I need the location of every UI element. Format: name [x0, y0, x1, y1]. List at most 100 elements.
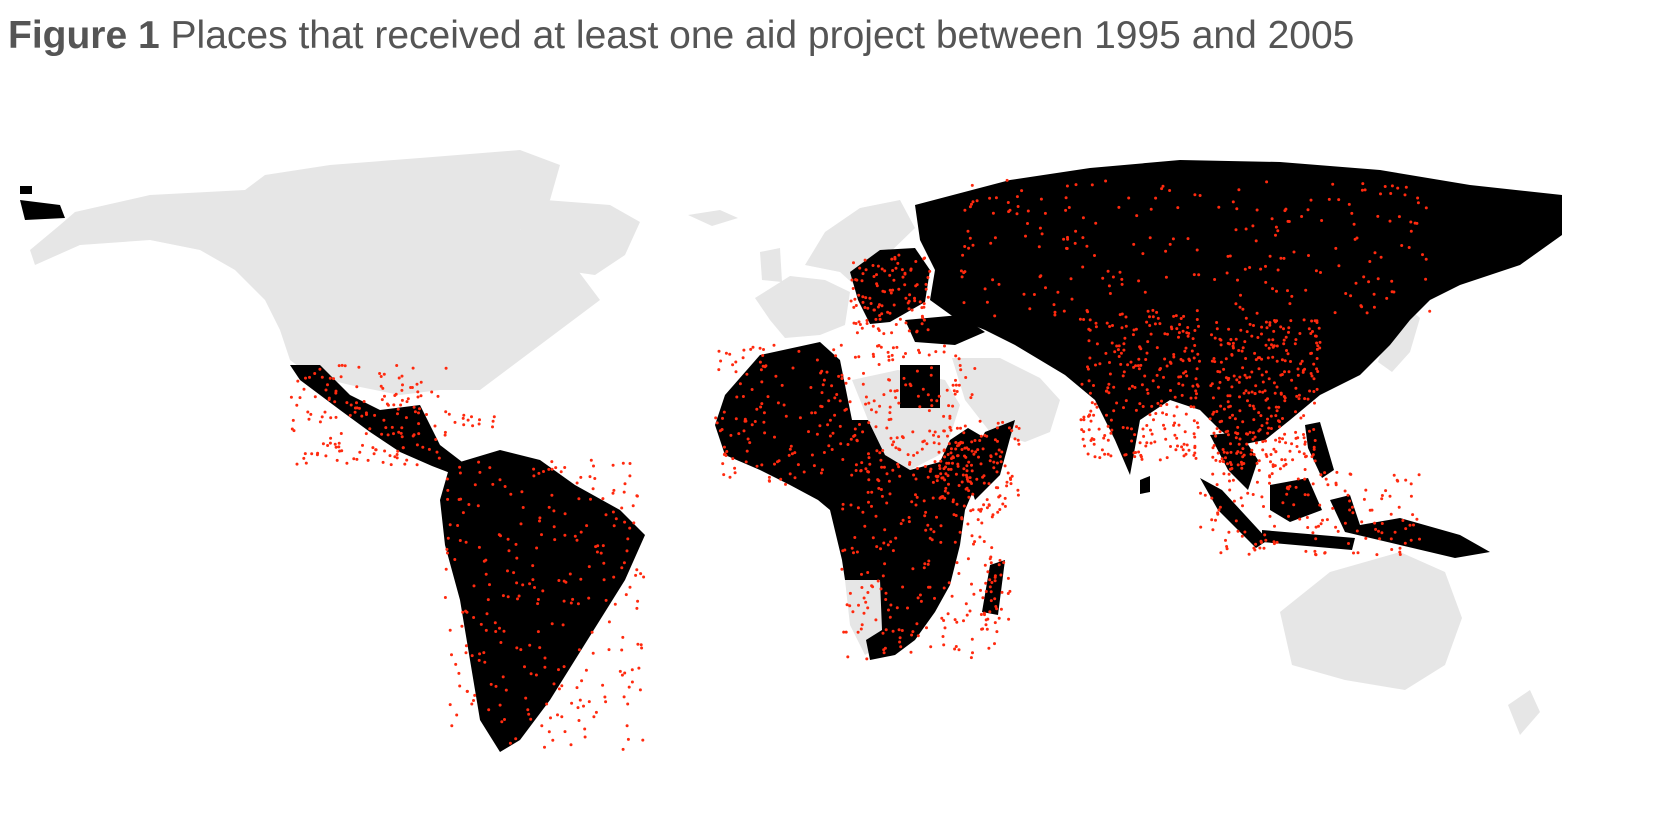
aid-project-dot — [397, 376, 401, 380]
aid-project-dot — [861, 272, 865, 276]
aid-project-dot — [901, 518, 905, 522]
aid-project-dot — [922, 439, 926, 443]
aid-project-dot — [960, 275, 964, 279]
aid-project-dot — [894, 536, 898, 540]
aid-project-dot — [1255, 461, 1259, 465]
aid-project-dot — [443, 596, 447, 599]
aid-project-dot — [980, 521, 984, 525]
aid-project-dot — [734, 370, 738, 374]
aid-project-dot — [867, 401, 871, 405]
aid-project-dot — [1108, 372, 1112, 376]
aid-project-dot — [348, 413, 352, 417]
aid-project-dot — [886, 543, 890, 547]
aid-project-dot — [993, 575, 997, 579]
aid-project-dot — [587, 565, 591, 569]
aid-project-dot — [733, 471, 737, 475]
aid-project-dot — [529, 717, 533, 721]
aid-project-dot — [760, 402, 764, 406]
aid-project-dot — [997, 616, 1001, 620]
aid-project-dot — [614, 517, 618, 521]
aid-project-dot — [942, 643, 946, 647]
aid-project-dot — [604, 700, 608, 704]
aid-project-dot — [557, 579, 561, 582]
aid-project-dot — [401, 446, 405, 450]
aid-project-dot — [1274, 233, 1277, 237]
aid-project-dot — [1383, 185, 1387, 188]
new-zealand — [1508, 690, 1540, 735]
aid-project-dot — [970, 449, 974, 453]
aid-project-dot — [1233, 417, 1237, 421]
aid-project-dot — [1174, 314, 1178, 318]
aid-project-dot — [1130, 439, 1134, 443]
aid-project-dot — [1113, 350, 1117, 354]
aid-project-dot — [949, 447, 953, 451]
aid-project-dot — [942, 414, 946, 418]
aid-project-dot — [898, 636, 902, 640]
aid-project-dot — [1350, 505, 1354, 509]
aid-project-dot — [1288, 449, 1292, 453]
aid-project-dot — [1317, 524, 1320, 528]
aid-project-dot — [961, 473, 965, 477]
aid-project-dot — [1278, 467, 1282, 471]
aid-project-dot — [1131, 333, 1135, 337]
aid-project-dot — [1254, 358, 1258, 362]
aid-project-dot — [1409, 482, 1413, 486]
aid-project-dot — [1107, 284, 1111, 288]
aid-project-dot — [1279, 392, 1283, 396]
aid-project-dot — [1134, 451, 1138, 454]
aid-project-dot — [993, 621, 997, 625]
aid-project-dot — [1173, 395, 1177, 399]
aid-project-dot — [1210, 518, 1214, 522]
aid-project-dot — [473, 483, 477, 487]
aid-project-dot — [1086, 310, 1090, 314]
aid-project-dot — [1234, 337, 1238, 341]
aid-project-dot — [1087, 339, 1091, 343]
aid-project-dot — [484, 572, 488, 576]
aid-project-dot — [1090, 401, 1094, 405]
aid-project-dot — [882, 541, 886, 545]
borneo — [1270, 478, 1322, 522]
aid-project-dot — [552, 525, 556, 529]
aid-project-dot — [1220, 457, 1224, 461]
aid-project-dot — [1122, 406, 1125, 410]
aid-project-dot — [993, 597, 997, 601]
aid-project-dot — [584, 668, 588, 672]
aid-project-dot — [1150, 404, 1154, 408]
aid-project-dot — [1190, 349, 1194, 353]
aid-project-dot — [1294, 485, 1298, 489]
aid-project-dot — [872, 308, 876, 312]
aid-project-dot — [1354, 281, 1358, 285]
aid-project-dot — [866, 490, 870, 494]
aid-project-dot — [1282, 395, 1286, 398]
aid-project-dot — [981, 447, 985, 451]
aid-project-dot — [472, 616, 476, 619]
aid-project-dot — [1416, 196, 1420, 200]
aid-project-dot — [542, 470, 545, 473]
aid-project-dot — [1149, 332, 1153, 336]
aid-project-dot — [1181, 359, 1185, 363]
aid-project-dot — [1154, 412, 1158, 415]
aid-project-dot — [1074, 183, 1078, 187]
aid-project-dot — [519, 522, 523, 526]
aid-project-dot — [484, 558, 488, 562]
aid-project-dot — [787, 453, 791, 457]
aid-project-dot — [1389, 192, 1393, 195]
aid-project-dot — [563, 466, 567, 469]
aid-project-dot — [1003, 496, 1007, 500]
sri-lanka — [1140, 476, 1150, 494]
aid-project-dot — [1234, 228, 1238, 232]
aid-project-dot — [1273, 391, 1277, 395]
aid-project-dot — [860, 461, 864, 465]
aid-project-dot — [622, 561, 626, 565]
aid-project-dot — [1160, 399, 1163, 403]
aid-project-dot — [1260, 424, 1264, 428]
aid-project-dot — [1424, 257, 1428, 261]
aid-project-dot — [1361, 182, 1365, 186]
aid-project-dot — [1226, 394, 1230, 398]
aid-project-dot — [947, 442, 951, 446]
aid-project-dot — [970, 393, 974, 397]
aid-project-dot — [955, 561, 959, 565]
aid-project-dot — [965, 613, 969, 617]
aid-project-dot — [982, 540, 986, 543]
aid-project-dot — [339, 375, 343, 379]
